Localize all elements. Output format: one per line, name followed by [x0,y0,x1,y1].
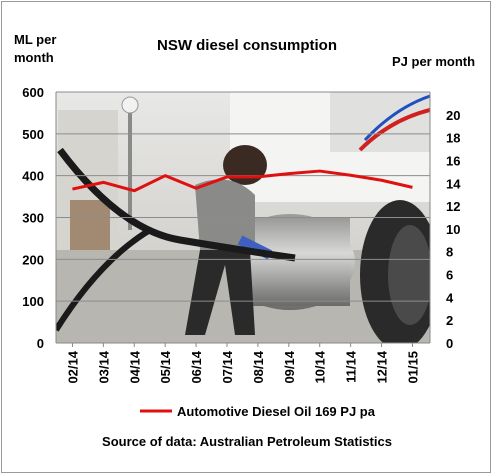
x-tick-05/14: 05/14 [158,350,173,383]
y-right-tick-10: 10 [446,222,460,237]
y-right-tick-0: 0 [446,336,453,351]
x-tick-03/14: 03/14 [96,350,111,383]
y-left-tick-0: 0 [37,336,44,351]
y-right-tick-12: 12 [446,199,460,214]
y-left-tick-400: 400 [22,169,44,184]
y-left-label-line1: ML per [14,32,56,47]
x-tick-11/14: 11/14 [344,350,359,383]
legend: Automotive Diesel Oil 169 PJ pa [140,404,376,419]
y-left-label-line2: month [14,50,54,65]
legend-label: Automotive Diesel Oil 169 PJ pa [177,404,376,419]
y-right-tick-2: 2 [446,313,453,328]
series-group [72,169,413,193]
y-left-tick-100: 100 [22,294,44,309]
x-tick-04/14: 04/14 [127,350,142,383]
x-tick-12/14: 12/14 [375,350,390,383]
y-right-tick-20: 20 [446,108,460,123]
x-tick-01/15: 01/15 [405,351,420,384]
y-left-tick-300: 300 [22,211,44,226]
series-line-0 [72,169,413,193]
x-tick-02/14: 02/14 [65,350,80,383]
x-tick-07/14: 07/14 [220,350,235,383]
x-tick-06/14: 06/14 [189,350,204,383]
y-left-tick-600: 600 [22,85,44,100]
source-note: Source of data: Australian Petroleum Sta… [102,434,392,449]
y-left-tick-200: 200 [22,252,44,267]
y-right-tick-16: 16 [446,153,460,168]
background-photo [56,92,430,343]
y-right-tick-14: 14 [446,176,461,191]
y-left-tick-labels: 0 100 200 300 400 500 600 [22,85,44,351]
x-tick-10/14: 10/14 [313,350,328,383]
y-right-tick-4: 4 [446,290,454,305]
y-right-tick-18: 18 [446,131,460,146]
x-tick-08/14: 08/14 [251,350,266,383]
y-right-tick-6: 6 [446,268,453,283]
y-right-label: PJ per month [392,54,475,69]
y-left-tick-500: 500 [22,127,44,142]
chart-title: NSW diesel consumption [157,37,337,54]
x-tick-labels: 02/14 03/14 04/14 05/14 06/14 07/14 08/14 09/14… [65,343,420,384]
y-right-tick-labels: 0 2 4 6 8 10 12 14 16 18 20 [446,108,461,351]
x-tick-09/14: 09/14 [282,350,297,383]
y-right-tick-8: 8 [446,245,453,260]
